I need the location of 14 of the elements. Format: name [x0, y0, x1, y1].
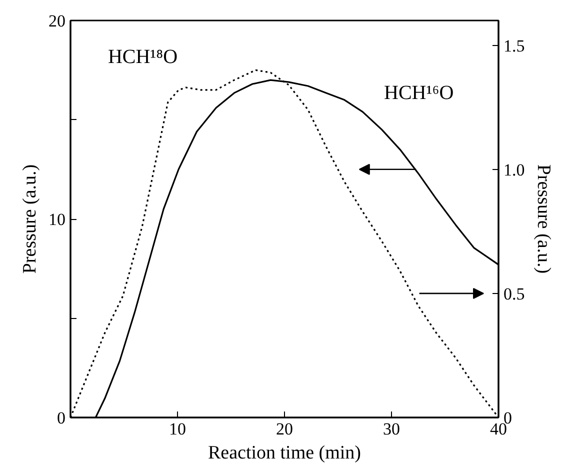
y2-axis-title: Pressure (a.u.)	[532, 164, 554, 274]
y2-tick-label: 1.0	[504, 160, 525, 180]
x-tick-label: 20	[276, 420, 293, 438]
series-label: HCH¹⁶O	[384, 82, 454, 104]
y2-tick-label: 0.5	[504, 284, 525, 304]
y-tick-label: 20	[48, 12, 66, 30]
y-tick-label: 0	[57, 408, 66, 428]
x-tick-label: 10	[169, 420, 186, 438]
series-label: HCH¹⁸O	[108, 46, 178, 68]
x-tick-label: 30	[383, 420, 400, 438]
y2-tick-label: 1.5	[504, 36, 525, 56]
x-axis-title: Reaction time (min)	[208, 442, 362, 464]
y-axis-title: Pressure (a.u.)	[20, 164, 40, 274]
y-tick-label: 10	[48, 210, 66, 229]
